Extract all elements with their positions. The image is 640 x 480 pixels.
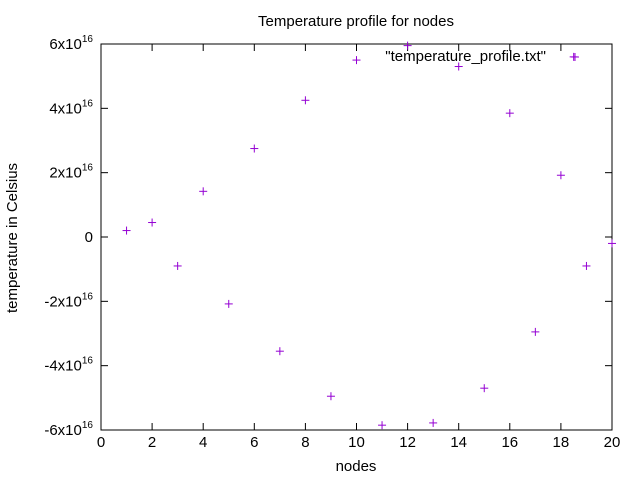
data-point (454, 62, 463, 71)
axis-tick-labels: 0 2 4 6 8 10 12 14 16 18 206x10164x10162x10160-2x1… (44, 34, 620, 451)
data-point (148, 218, 157, 227)
y-tick-mantissa: -2x10 (44, 293, 82, 310)
x-tick-label: 10 (348, 434, 365, 451)
data-point (531, 327, 540, 336)
data-point (224, 299, 233, 308)
y-axis-label: temperature in Celsius (4, 163, 21, 313)
legend: "temperature_profile.txt" (385, 48, 579, 65)
data-point (352, 56, 361, 65)
data-point (505, 109, 514, 118)
y-tick-exponent: 16 (82, 291, 94, 302)
x-tick-label: 0 (97, 434, 105, 451)
x-tick-label: 6 (250, 434, 258, 451)
x-tick-label: 2 (148, 434, 156, 451)
x-tick-label: 14 (450, 434, 467, 451)
x-tick-label: 18 (553, 434, 570, 451)
data-point (608, 239, 616, 248)
data-point (480, 384, 489, 393)
y-tick-mantissa: 0 (85, 229, 93, 246)
plot-frame (100, 43, 613, 431)
y-tick-mantissa: 6x10 (49, 36, 82, 53)
y-tick-mantissa: -6x10 (44, 422, 82, 439)
data-point (556, 171, 565, 180)
y-tick-exponent: 16 (82, 356, 94, 367)
y-tick-exponent: 16 (82, 163, 94, 174)
y-tick-label: 4x1016 (49, 98, 93, 117)
x-tick-label: 4 (199, 434, 207, 451)
x-tick-label: 12 (399, 434, 416, 451)
data-point (250, 144, 259, 153)
y-tick-label: -6x1016 (44, 420, 93, 439)
y-tick-exponent: 16 (82, 420, 94, 431)
data-point (199, 187, 208, 196)
y-tick-label: -4x1016 (44, 356, 93, 375)
axis-ticks (100, 43, 613, 431)
y-tick-label: 0 (85, 229, 93, 246)
legend-label: "temperature_profile.txt" (385, 48, 546, 65)
data-point (403, 41, 412, 50)
data-point (429, 418, 438, 427)
data-point (122, 226, 131, 235)
y-tick-mantissa: 2x10 (49, 165, 82, 182)
chart-title: Temperature profile for nodes (258, 13, 454, 30)
y-tick-exponent: 16 (82, 98, 94, 109)
data-point (173, 261, 182, 270)
data-point (326, 392, 335, 401)
x-axis-label: nodes (336, 458, 377, 475)
data-points (122, 41, 616, 430)
data-point (275, 347, 284, 356)
y-tick-label: 2x1016 (49, 163, 93, 182)
legend-marker (571, 53, 579, 61)
y-tick-mantissa: -4x10 (44, 358, 82, 375)
data-point (582, 261, 591, 270)
y-tick-mantissa: 4x10 (49, 100, 82, 117)
data-point (378, 421, 387, 430)
y-tick-exponent: 16 (82, 34, 94, 45)
y-tick-label: 6x1016 (49, 34, 93, 53)
x-tick-label: 16 (501, 434, 518, 451)
x-tick-label: 20 (604, 434, 621, 451)
x-tick-label: 8 (301, 434, 309, 451)
y-tick-label: -2x1016 (44, 291, 93, 310)
data-point (301, 96, 310, 105)
